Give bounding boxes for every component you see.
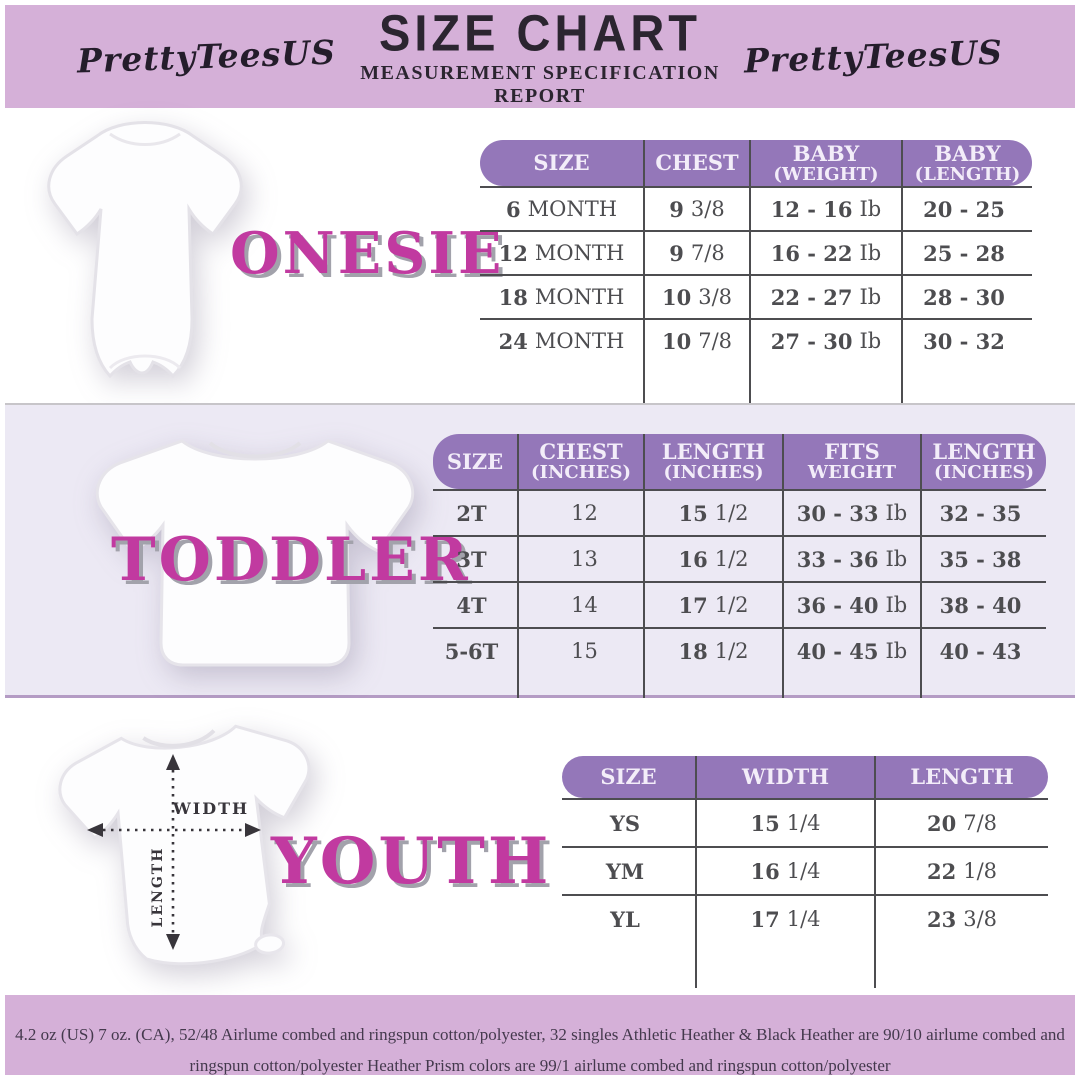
table-cell: 25 - 28 [903, 230, 1032, 274]
column-header: LENGTH [876, 756, 1048, 798]
column-header: SIZE [433, 434, 519, 489]
table-cell: 36 - 40 Ib [784, 581, 922, 627]
table-cell: 12 MONTH [480, 230, 645, 274]
youth-shirt-image: WIDTH LENGTH [58, 724, 311, 966]
table-divider [433, 673, 519, 717]
table-cell: 15 [519, 627, 645, 673]
brand-logo-left: PrettyTeesUS [76, 32, 337, 81]
table-cell: 12 - 16 Ib [751, 186, 903, 230]
page-subtitle: MEASUREMENT SPECIFICATION REPORT [360, 62, 720, 107]
table-cell: 15 1/2 [645, 489, 784, 535]
table-cell: 16 - 22 Ib [751, 230, 903, 274]
table-divider [697, 942, 876, 988]
column-header: BABY (WEIGHT) [751, 140, 903, 186]
table-cell: 18 1/2 [645, 627, 784, 673]
table-cell: 17 1/2 [645, 581, 784, 627]
table-cell: 23 3/8 [876, 894, 1048, 942]
table-cell: YM [562, 846, 697, 894]
onesie-image [47, 121, 243, 379]
table-cell: 27 - 30 Ib [751, 318, 903, 362]
length-arrow-label: LENGTH [150, 847, 166, 928]
fabric-info-line1: 4.2 oz (US) 7 oz. (CA), 52/48 Airlume co… [15, 1025, 1065, 1044]
table-cell: 40 - 43 [922, 627, 1046, 673]
table-cell: 15 1/4 [697, 798, 876, 846]
table-divider [562, 942, 697, 988]
table-divider [876, 942, 1048, 988]
table-cell: 28 - 30 [903, 274, 1032, 318]
table-cell: 4T [433, 581, 519, 627]
toddler-section-title: TODDLER [111, 525, 471, 595]
column-header: WIDTH [697, 756, 876, 798]
column-header: CHEST [645, 140, 751, 186]
table-cell: 20 - 25 [903, 186, 1032, 230]
table-cell: YL [562, 894, 697, 942]
table-cell: 32 - 35 [922, 489, 1046, 535]
table-cell: YS [562, 798, 697, 846]
table-cell: 13 [519, 535, 645, 581]
table-cell: 10 3/8 [645, 274, 751, 318]
onesie-section-title: ONESIE [230, 220, 505, 287]
youth-section-title: YOUTH [271, 824, 552, 899]
table-cell: 38 - 40 [922, 581, 1046, 627]
measurement-arrows [103, 770, 245, 934]
table-cell: 9 7/8 [645, 230, 751, 274]
onesie-size-table: SIZE CHEST BABY (WEIGHT) BABY (LENGTH) 6 MO… [480, 140, 1032, 404]
table-cell: 2T [433, 489, 519, 535]
table-divider [519, 673, 645, 717]
table-cell: 10 7/8 [645, 318, 751, 362]
table-cell: 3T [433, 535, 519, 581]
table-divider [751, 362, 903, 404]
column-header: LENGTH (INCHES) [922, 434, 1046, 489]
column-header: CHEST (INCHES) [519, 434, 645, 489]
youth-size-table: SIZE WIDTH LENGTH YS 15 1/4 20 7/8 YM 16 1/… [562, 756, 1048, 988]
title-block: SIZE CHART MEASUREMENT SPECIFICATION REP… [336, 3, 744, 108]
table-cell: 12 [519, 489, 645, 535]
table-cell: 30 - 33 Ib [784, 489, 922, 535]
table-cell: 18 MONTH [480, 274, 645, 318]
column-header: SIZE [480, 140, 645, 186]
width-arrow-label: WIDTH [172, 799, 249, 818]
table-divider [480, 362, 645, 404]
table-divider [903, 362, 1032, 404]
table-cell: 22 1/8 [876, 846, 1048, 894]
table-cell: 14 [519, 581, 645, 627]
table-cell: 22 - 27 Ib [751, 274, 903, 318]
fabric-info-line2: ringspun cotton/polyester Heather Prism … [189, 1056, 891, 1076]
table-cell: 9 3/8 [645, 186, 751, 230]
table-divider [784, 673, 922, 717]
column-header: BABY (LENGTH) [903, 140, 1032, 186]
table-cell: 20 7/8 [876, 798, 1048, 846]
footer-band: 4.2 oz (US) 7 oz. (CA), 52/48 Airlume co… [5, 995, 1075, 1075]
table-cell: 16 1/4 [697, 846, 876, 894]
column-header: FITS WEIGHT [784, 434, 922, 489]
table-cell: 40 - 45 Ib [784, 627, 922, 673]
toddler-section: TODDLER SIZE CHEST (INCHES) LENGTH (INCHES… [5, 403, 1075, 717]
arrowheads [87, 754, 261, 950]
onesie-section: ONESIE SIZE CHEST BABY (WEIGHT) BABY (LENG… [5, 108, 1075, 404]
table-cell: 24 MONTH [480, 318, 645, 362]
toddler-size-table: SIZE CHEST (INCHES) LENGTH (INCHES) FITS WE… [433, 434, 1046, 717]
table-cell: 17 1/4 [697, 894, 876, 942]
table-cell: 30 - 32 [903, 318, 1032, 362]
youth-section: WIDTH LENGTH YOUTH SIZE WIDTH LENGTH YS … [5, 698, 1075, 995]
toddler-shirt-image [95, 439, 415, 667]
table-cell: 33 - 36 Ib [784, 535, 922, 581]
table-cell: 35 - 38 [922, 535, 1046, 581]
column-header: SIZE [562, 756, 697, 798]
table-divider [645, 673, 784, 717]
table-cell: 6 MONTH [480, 186, 645, 230]
header-band: PrettyTeesUS SIZE CHART MEASUREMENT SPEC… [5, 3, 1075, 108]
column-header: LENGTH (INCHES) [645, 434, 784, 489]
table-divider [645, 362, 751, 404]
table-cell: 5-6T [433, 627, 519, 673]
brand-logo-right: PrettyTeesUS [743, 32, 1004, 81]
page-title: SIZE CHART [379, 3, 701, 62]
table-cell: 16 1/2 [645, 535, 784, 581]
